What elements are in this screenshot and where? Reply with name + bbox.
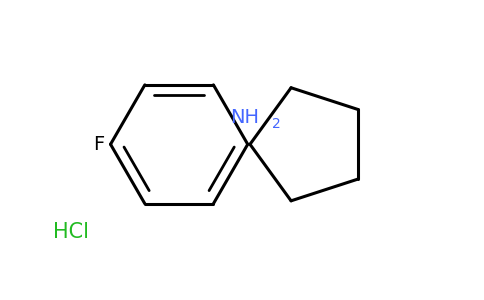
Text: F: F — [93, 135, 105, 154]
Text: HCl: HCl — [53, 222, 90, 242]
Text: 2: 2 — [272, 117, 281, 130]
Text: NH: NH — [230, 108, 259, 127]
